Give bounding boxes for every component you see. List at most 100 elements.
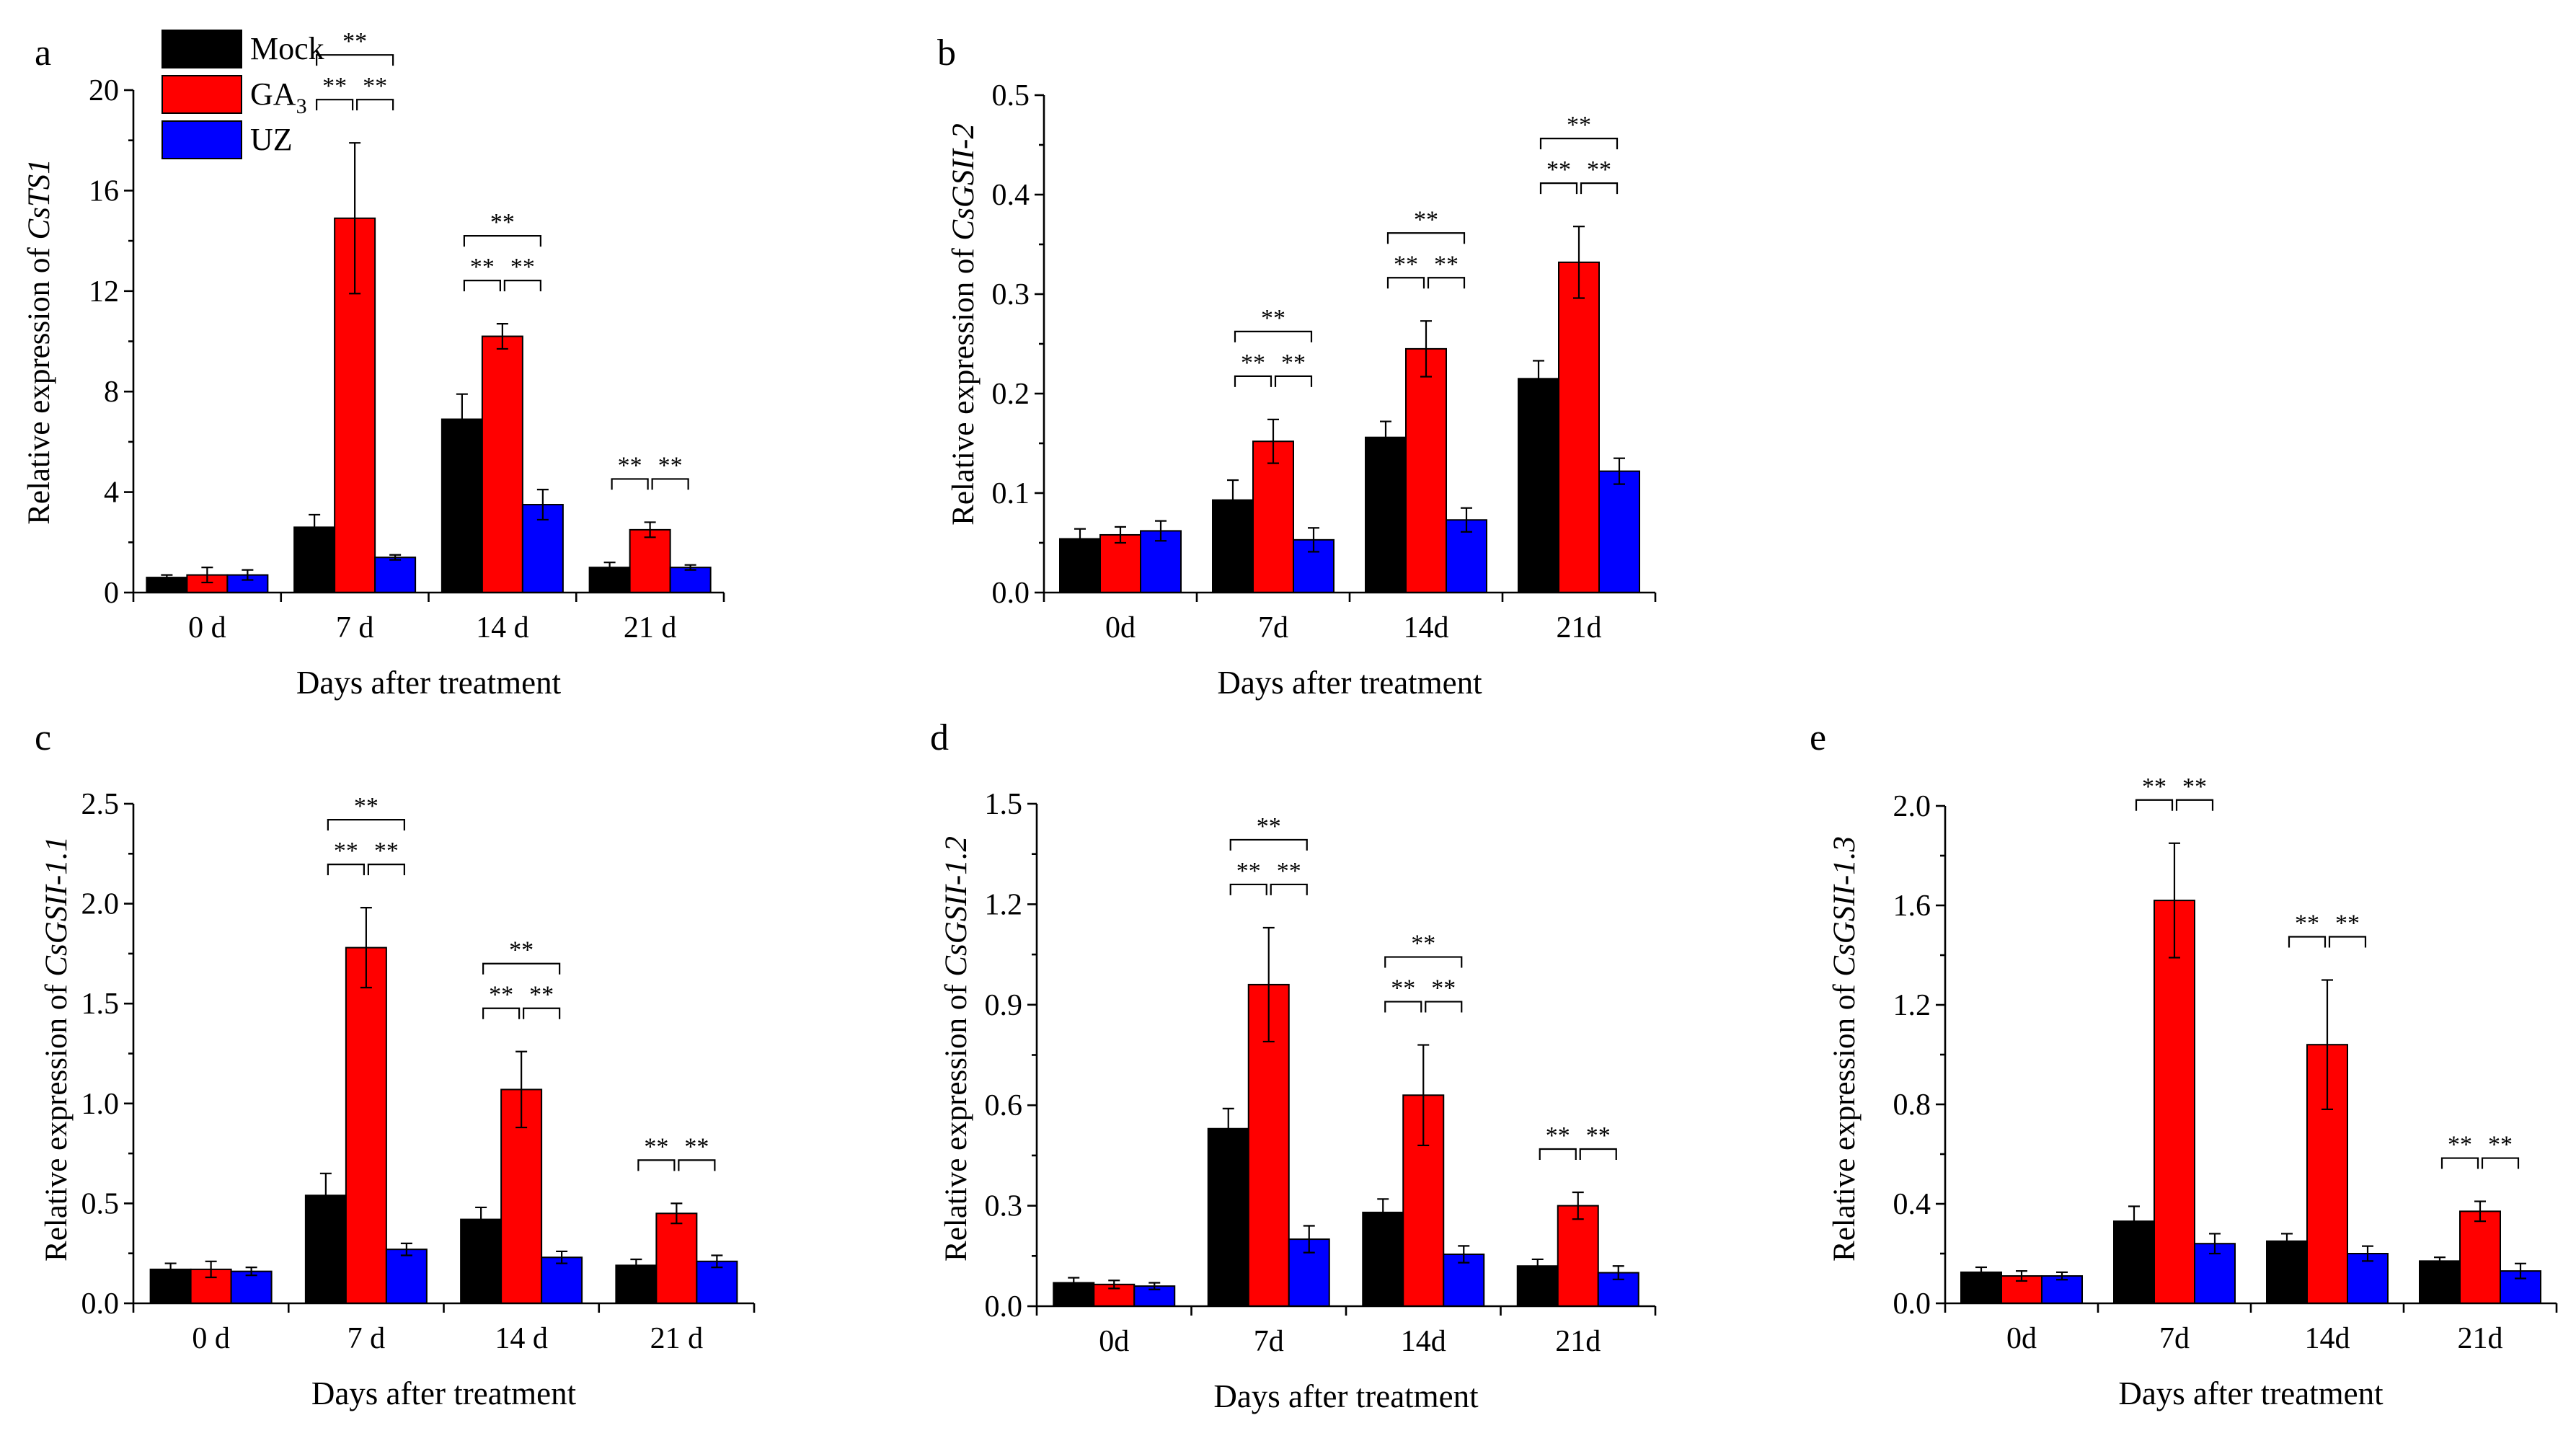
bar-ga3-3 <box>2459 1210 2501 1304</box>
legend-label-text: UZ <box>250 122 293 157</box>
error-bar <box>1222 1107 1234 1150</box>
significance-group: ** ** <box>1539 1122 1617 1161</box>
x-tick-label: 0d <box>1105 611 1136 644</box>
bar-uz-1 <box>374 557 417 594</box>
x-tick-label: 0 d <box>192 1322 230 1355</box>
y-tick-label: 0.4 <box>992 179 1030 212</box>
x-tick-label: 7d <box>1254 1325 1284 1358</box>
panel-label: d <box>930 717 949 758</box>
x-tick-label: 0d <box>1099 1325 1129 1358</box>
legend-swatch-mock <box>161 30 242 68</box>
sig-mock-ga3-label: ** <box>1394 251 1418 278</box>
sig-ga3-uz-label: ** <box>363 73 387 99</box>
error-bar <box>1308 527 1319 553</box>
sig-mock-ga3-bracket <box>2440 1157 2479 1169</box>
sig-mock-ga3-bracket <box>482 1007 521 1019</box>
bar-uz-2 <box>541 1256 583 1305</box>
sig-mock-uz-label: ** <box>490 209 515 236</box>
error-bar <box>1108 1280 1120 1290</box>
bar-mock-2 <box>441 418 483 593</box>
error-bar <box>1458 1245 1470 1264</box>
error-bar <box>684 564 696 571</box>
y-axis-label: Relative expression of CsGSII-1.3 <box>1828 836 1862 1262</box>
sig-ga3-uz-bracket <box>2328 936 2367 948</box>
sig-mock-ga3-label: ** <box>489 982 513 1008</box>
error-bar <box>711 1254 723 1269</box>
sig-ga3-uz-bracket <box>2481 1157 2520 1169</box>
error-bar <box>1417 1044 1430 1147</box>
y-tick-label: 0.0 <box>81 1287 120 1321</box>
panel-b: b 0.0 0.1 0.2 0.3 0.4 0.5 0d 7d 14d 21d Days after … <box>937 32 1657 701</box>
bar-mock-1 <box>1207 1127 1249 1308</box>
sig-ga3-uz-label: ** <box>2488 1132 2513 1158</box>
sig-ga3-uz-label: ** <box>374 838 399 864</box>
sig-mock-uz-bracket <box>482 962 561 975</box>
sig-mock-uz-bracket <box>1384 956 1463 968</box>
sig-mock-uz-bracket <box>316 54 394 66</box>
y-tick-label: 0.0 <box>992 577 1030 610</box>
sig-ga3-uz-bracket <box>503 280 541 292</box>
sig-ga3-uz-bracket <box>367 864 405 876</box>
x-tick-label: 14 d <box>476 611 529 644</box>
sig-ga3-uz-label: ** <box>1586 1122 1611 1149</box>
panel-label: a <box>35 32 51 74</box>
sig-mock-ga3-bracket <box>637 1159 676 1171</box>
sig-ga3-uz-bracket <box>1425 1001 1463 1013</box>
sig-mock-uz-label: ** <box>1411 931 1435 957</box>
y-tick-label: 1.0 <box>81 1088 120 1121</box>
error-bar <box>400 1242 412 1256</box>
bar-uz-1 <box>1288 1238 1330 1307</box>
error-bar <box>360 907 372 989</box>
x-tick-label: 21d <box>1557 611 1602 644</box>
error-bar <box>1612 1265 1624 1280</box>
bar-mock-3 <box>2419 1260 2461 1304</box>
x-tick-label: 14d <box>1404 611 1449 644</box>
error-bar <box>1461 507 1472 533</box>
y-tick-label: 0.2 <box>992 378 1030 411</box>
x-axis-label: Days after treatment <box>1217 665 1482 701</box>
legend-label-subscript: 3 <box>296 94 307 118</box>
error-bar <box>1573 226 1585 299</box>
sig-mock-ga3-bracket <box>316 99 354 111</box>
error-bar <box>161 574 173 581</box>
sig-ga3-uz-label: ** <box>684 1133 709 1160</box>
error-bar <box>1148 1282 1161 1290</box>
y-tick-label: 16 <box>89 174 119 208</box>
sig-ga3-uz-label: ** <box>1587 156 1611 183</box>
bar-ga3-2 <box>1405 347 1447 593</box>
x-axis-label: Days after treatment <box>311 1375 577 1411</box>
panel-label: c <box>35 717 51 758</box>
bar-mock-2 <box>460 1218 503 1305</box>
sig-mock-uz-label: ** <box>342 28 367 55</box>
sig-mock-ga3-bracket <box>1539 182 1578 195</box>
y-axis-label-prefix: Relative expression of <box>1828 977 1862 1262</box>
sig-ga3-uz-bracket <box>678 1159 716 1171</box>
y-tick-label: 8 <box>104 376 119 409</box>
significance-group: ** ** ** <box>1386 206 1466 289</box>
sig-mock-ga3-bracket <box>463 280 501 292</box>
x-tick-label: 7d <box>2159 1322 2190 1355</box>
sig-ga3-uz-bracket <box>1270 883 1308 895</box>
sig-mock-ga3-label: ** <box>644 1133 668 1160</box>
error-bar <box>2434 1256 2446 1266</box>
sig-ga3-uz-label: ** <box>510 254 535 280</box>
sig-ga3-uz-label: ** <box>2335 910 2360 937</box>
error-bar <box>496 323 508 350</box>
error-bar <box>1380 420 1391 454</box>
x-axis-label: Days after treatment <box>1213 1378 1479 1414</box>
sig-ga3-uz-bracket <box>1579 1148 1617 1161</box>
error-bar <box>1303 1225 1315 1254</box>
x-axis-label: Days after treatment <box>2118 1375 2384 1411</box>
error-bar <box>536 489 549 521</box>
significance-group: ** ** ** <box>1539 112 1619 195</box>
y-tick-label: 0.0 <box>985 1290 1023 1323</box>
legend-swatch-uz <box>161 120 242 159</box>
y-tick-label: 0.9 <box>985 989 1023 1022</box>
error-bar <box>1572 1191 1584 1220</box>
error-bar <box>1155 520 1167 542</box>
significance-group: ** ** ** <box>482 937 561 1019</box>
sig-ga3-uz-label: ** <box>1277 858 1301 884</box>
legend-label-text: Mock <box>250 31 324 66</box>
bar-ga3-3 <box>655 1212 698 1305</box>
